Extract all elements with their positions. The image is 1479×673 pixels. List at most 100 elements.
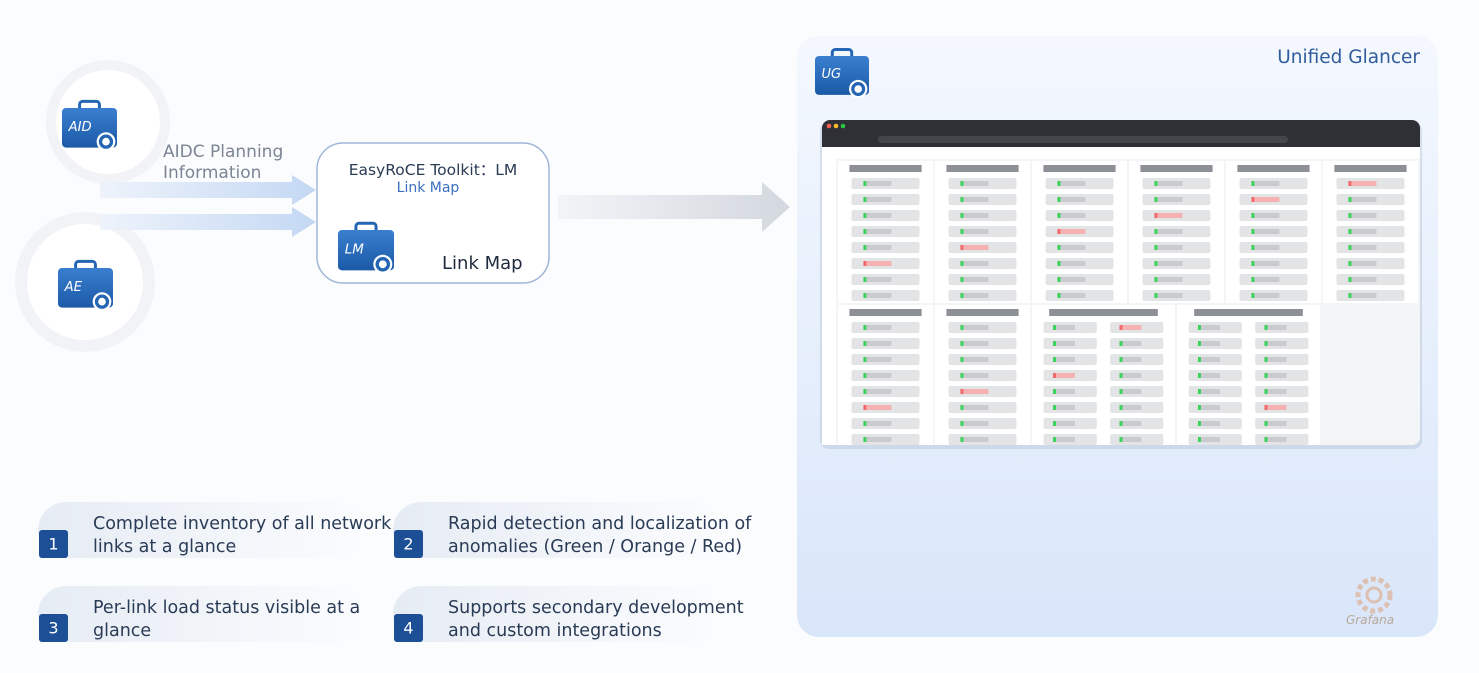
link-status bbox=[1057, 293, 1061, 298]
link-status bbox=[1119, 421, 1123, 426]
panel-header bbox=[1140, 165, 1213, 172]
link-status bbox=[1348, 245, 1352, 250]
link-load bbox=[1058, 261, 1086, 266]
link-status bbox=[1052, 405, 1056, 410]
input-arrow bbox=[100, 175, 316, 205]
link-load bbox=[864, 389, 892, 394]
link-status bbox=[1052, 389, 1056, 394]
link-status bbox=[863, 213, 867, 218]
toolbar bbox=[822, 147, 1420, 159]
link-status bbox=[1251, 261, 1255, 266]
link-status bbox=[1052, 341, 1056, 346]
link-status bbox=[960, 373, 964, 378]
link-load bbox=[1155, 181, 1183, 186]
link-load bbox=[1252, 229, 1280, 234]
link-load bbox=[1252, 277, 1280, 282]
link-load bbox=[961, 437, 989, 442]
link-status bbox=[1264, 341, 1268, 346]
link-status bbox=[863, 261, 867, 266]
link-status bbox=[1264, 421, 1268, 426]
link-status bbox=[960, 357, 964, 362]
link-load bbox=[961, 325, 989, 330]
link-status bbox=[1264, 373, 1268, 378]
link-status bbox=[1154, 245, 1158, 250]
link-status bbox=[1264, 357, 1268, 362]
link-status bbox=[1348, 261, 1352, 266]
link-status bbox=[863, 389, 867, 394]
link-status bbox=[1052, 373, 1056, 378]
link-load bbox=[1053, 421, 1075, 426]
link-load bbox=[1155, 197, 1183, 202]
link-status bbox=[1057, 181, 1061, 186]
panel-header bbox=[849, 309, 922, 316]
link-load bbox=[864, 229, 892, 234]
link-load bbox=[1120, 325, 1142, 330]
link-load bbox=[1252, 293, 1280, 298]
feature-pill bbox=[38, 586, 368, 642]
link-status bbox=[1197, 405, 1201, 410]
link-load bbox=[1120, 341, 1142, 346]
link-load bbox=[864, 373, 892, 378]
icon-gear-ring bbox=[375, 256, 391, 272]
link-status bbox=[1197, 341, 1201, 346]
link-load bbox=[1349, 261, 1377, 266]
link-status bbox=[1264, 325, 1268, 330]
link-status bbox=[1251, 229, 1255, 234]
link-load bbox=[864, 277, 892, 282]
link-status bbox=[960, 245, 964, 250]
link-load bbox=[1252, 213, 1280, 218]
link-load bbox=[1155, 229, 1183, 234]
link-load bbox=[1349, 181, 1377, 186]
link-status bbox=[863, 405, 867, 410]
link-load bbox=[864, 357, 892, 362]
link-load bbox=[961, 373, 989, 378]
sidebar bbox=[822, 159, 836, 445]
link-load bbox=[1058, 181, 1086, 186]
link-status bbox=[960, 181, 964, 186]
link-load bbox=[864, 197, 892, 202]
link-load bbox=[1058, 229, 1086, 234]
icon-label: AID bbox=[68, 120, 92, 135]
input-arrow bbox=[100, 207, 316, 237]
panel-header bbox=[1043, 165, 1116, 172]
link-load bbox=[1120, 357, 1142, 362]
link-status bbox=[1052, 325, 1056, 330]
link-status bbox=[1197, 421, 1201, 426]
link-status bbox=[863, 197, 867, 202]
link-status bbox=[1119, 389, 1123, 394]
link-status bbox=[863, 229, 867, 234]
link-load bbox=[1198, 357, 1220, 362]
link-load bbox=[864, 325, 892, 330]
link-status bbox=[1057, 245, 1061, 250]
link-load bbox=[1198, 389, 1220, 394]
icon-gear-ring bbox=[94, 294, 110, 309]
link-status bbox=[960, 421, 964, 426]
link-status bbox=[1057, 197, 1061, 202]
link-status bbox=[960, 325, 964, 330]
feature-number: 1 bbox=[48, 535, 58, 554]
logo-ring bbox=[1355, 576, 1393, 614]
feature-number-box bbox=[394, 530, 423, 558]
link-load bbox=[1252, 197, 1280, 202]
window-dot bbox=[840, 123, 846, 129]
link-load bbox=[1349, 245, 1377, 250]
link-status bbox=[863, 325, 867, 330]
glancer-title: Unified Glancer bbox=[1277, 47, 1420, 68]
feature-text: Supports secondary development and custo… bbox=[448, 598, 744, 641]
link-status bbox=[1154, 277, 1158, 282]
link-status bbox=[1119, 357, 1123, 362]
grafana-logo bbox=[1355, 576, 1393, 614]
link-status bbox=[960, 341, 964, 346]
link-status bbox=[960, 229, 964, 234]
link-load bbox=[864, 341, 892, 346]
link-status bbox=[1057, 213, 1061, 218]
link-load bbox=[864, 421, 892, 426]
link-status bbox=[863, 341, 867, 346]
link-status bbox=[1348, 277, 1352, 282]
link-status bbox=[863, 373, 867, 378]
link-load bbox=[1265, 437, 1287, 442]
link-status bbox=[1154, 197, 1158, 202]
link-load bbox=[1252, 245, 1280, 250]
link-load bbox=[961, 245, 989, 250]
